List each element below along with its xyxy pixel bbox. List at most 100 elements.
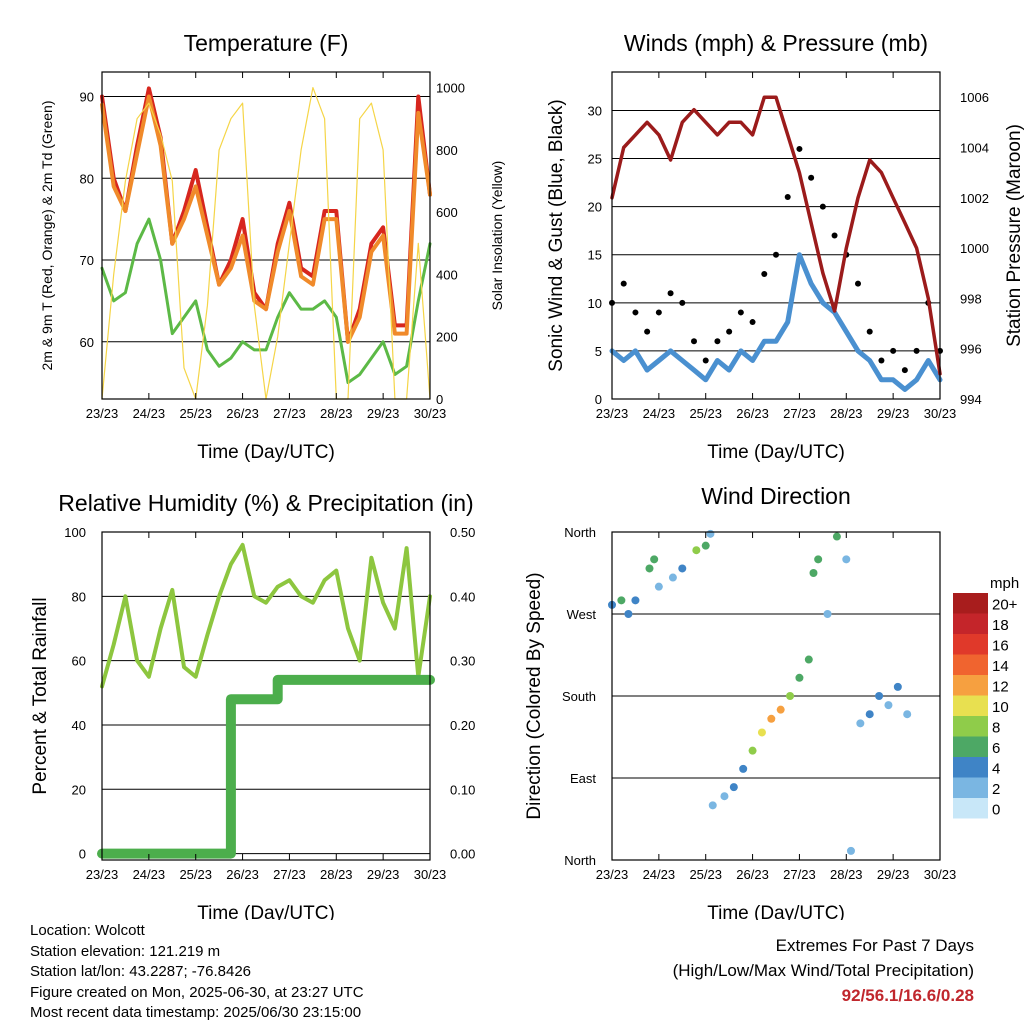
panel-2: 0 5 10 15 20 25 30 994 996 998 1000 1002 1004 1006 Win… [546,30,1024,463]
gust-point [679,299,686,306]
y-tick-label: 80 [80,171,94,186]
direction-point [748,746,757,755]
colorbar-label: 20+ [992,596,1018,613]
colorbar-swatch [953,777,988,798]
series-line-2 [100,94,432,344]
colorbar-label: 4 [992,760,1000,777]
direction-point [814,555,823,564]
y-tick-label: 90 [80,90,94,105]
gust-point [737,309,744,316]
y-tick-label: 100 [64,525,86,540]
y-tick-label: 20 [72,782,86,797]
direction-point [645,564,654,573]
direction-point [678,564,687,573]
gust-point [866,328,873,335]
x-tick-label: 30/23 [924,406,957,421]
colorbar-label: 0 [992,801,1000,818]
chart-title: Winds (mph) & Pressure (mb) [624,30,928,56]
pressure-line [610,95,942,376]
y-tick-label: 70 [80,253,94,268]
wind-speed-line [609,252,943,392]
extremes-box: Extremes For Past 7 Days (High/Low/Max W… [673,933,974,1008]
location-text: Location: Wolcott [30,922,145,939]
x-tick-label: 29/23 [367,406,400,421]
direction-point [884,701,893,710]
gust-point [714,338,721,345]
y2-axis-label: Solar Insolation (Yellow) [489,161,505,311]
direction-point [875,692,884,700]
gust-point [796,145,803,152]
y-tick-label: 25 [588,152,602,167]
x-tick-label: 25/23 [179,406,212,421]
x-tick-label: 30/23 [414,867,447,882]
created-text: Figure created on Mon, 2025-06-30, at 23… [30,983,364,1001]
plot-border [101,531,431,861]
colorbar-swatch [953,613,988,634]
extremes-subtitle: (High/Low/Max Wind/Total Precipitation) [672,961,974,980]
colorbar-swatch [953,634,988,655]
direction-point [706,529,715,538]
y-tick-label: East [570,771,596,786]
gust-point [901,367,908,374]
gust-point [726,328,733,335]
x-axis-label: Time (Day/UTC) [707,903,845,920]
direction-point [776,705,785,714]
gust-point [667,290,674,297]
x-tick-label: 28/23 [320,867,353,882]
direction-point [654,582,663,591]
direction-point [842,555,851,564]
plot-border [101,71,431,400]
direction-point [795,673,804,682]
gust-point [773,251,779,258]
colorbar-label: 14 [992,658,1009,675]
x-axis-label: Time (Day/UTC) [707,442,845,463]
chart-title: Wind Direction [701,483,851,509]
y-tick-label: South [562,689,596,704]
y-tick-label: 20 [588,200,602,215]
x-tick-label: 23/23 [596,867,629,882]
gust-point [620,280,627,287]
series-line-3 [100,217,432,385]
x-tick-label: 24/23 [133,867,166,882]
x-tick-label: 26/23 [226,406,259,421]
y2-tick-label: 400 [436,267,458,282]
x-tick-label: 25/23 [689,406,722,421]
gust-point [655,309,662,316]
direction-point [692,546,701,555]
x-tick-label: 26/23 [736,406,769,421]
y2-tick-label: 994 [960,392,982,407]
y2-tick-label: 0.20 [450,718,475,733]
direction-point [856,719,865,728]
colorbar-swatch [953,757,988,778]
x-tick-label: 29/23 [367,867,400,882]
y-tick-label: 10 [588,296,602,311]
y-tick-label: North [564,853,596,868]
y-tick-label: 80 [72,589,86,604]
elevation-text: Station elevation: 121.219 m [30,942,221,960]
extremes-title: Extremes For Past 7 Days [775,936,974,955]
x-axis-label: Time (Day/UTC) [197,442,335,463]
y2-tick-label: 1004 [960,140,989,155]
colorbar-swatch [953,716,988,737]
gust-point [831,232,838,239]
y2-tick-label: 996 [960,342,982,357]
x-tick-label: 28/23 [830,867,863,882]
gust-point [691,338,697,345]
x-tick-label: 24/23 [643,406,676,421]
x-tick-label: 25/23 [689,867,722,882]
x-tick-label: 29/23 [877,406,910,421]
colorbar-label: 10 [992,699,1009,716]
gust-point [855,280,861,287]
station-info: Location: Wolcott Station elevation: 121… [30,921,364,1024]
direction-point [767,714,776,723]
y2-axis-label: Station Pressure (Maroon) [1004,124,1024,347]
colorbar-swatch [953,695,988,716]
y-tick-label: North [564,525,596,540]
y-axis-label: 2m & 9m T (Red, Orange) & 2m Td (Green) [39,101,55,371]
chart-title: Relative Humidity (%) & Precipitation (i… [58,490,473,516]
colorbar-title: mph [990,575,1019,592]
y-tick-label: West [567,607,597,622]
panel-4: North East South West North Wind Direction Dir… [524,483,956,920]
colorbar-swatch [953,593,988,614]
plot-area [612,72,940,399]
